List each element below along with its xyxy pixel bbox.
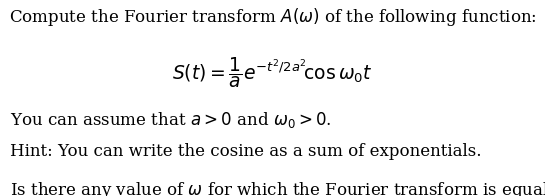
Text: Is there any value of $\omega$ for which the Fourier transform is equal to zero?: Is there any value of $\omega$ for which… — [10, 180, 545, 196]
Text: $S(t) = \dfrac{1}{a}e^{-t^2/2a^2}\!\cos\omega_0 t$: $S(t) = \dfrac{1}{a}e^{-t^2/2a^2}\!\cos\… — [172, 55, 373, 90]
Text: Compute the Fourier transform $A(\omega)$ of the following function:: Compute the Fourier transform $A(\omega)… — [9, 6, 536, 28]
Text: Hint: You can write the cosine as a sum of exponentials.: Hint: You can write the cosine as a sum … — [10, 143, 481, 160]
Text: You can assume that $a > 0$ and $\omega_0 > 0$.: You can assume that $a > 0$ and $\omega_… — [10, 110, 331, 130]
